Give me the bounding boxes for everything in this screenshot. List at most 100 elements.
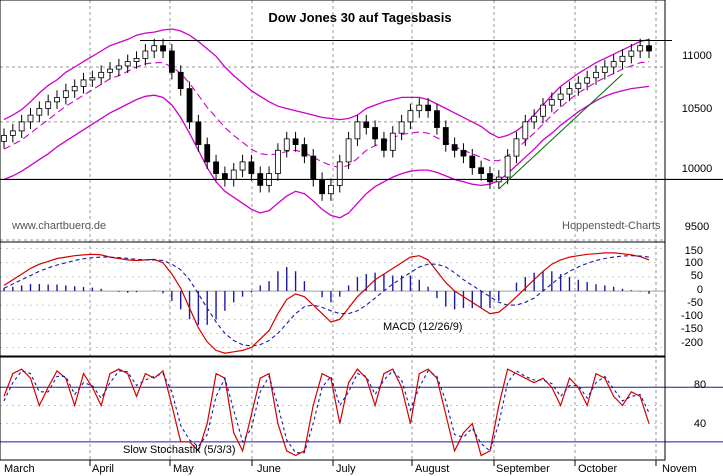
candle-body xyxy=(248,161,255,174)
candle-body xyxy=(646,45,652,52)
candle-body xyxy=(336,161,343,186)
candle-body xyxy=(301,144,308,157)
candle-body xyxy=(442,127,449,145)
candle-body xyxy=(637,45,644,52)
month-label-july: July xyxy=(336,463,356,475)
candle-body xyxy=(575,82,582,90)
macd-label: MACD (12/26/9) xyxy=(383,321,462,333)
candle-body xyxy=(584,77,591,84)
candle-body xyxy=(45,101,52,109)
stochastic-label: Slow Stochastik (5/3/3) xyxy=(123,444,236,456)
candle-body xyxy=(628,50,635,57)
candle-body xyxy=(151,45,158,52)
month-label-september: September xyxy=(496,463,550,475)
macd-tick-50: 50 xyxy=(691,270,703,282)
month-label-october: October xyxy=(578,463,617,475)
candle-body xyxy=(540,104,546,117)
chart-title: Dow Jones 30 auf Tagesbasis xyxy=(268,10,451,25)
candle-body xyxy=(168,50,175,73)
price-tick-10000: 10000 xyxy=(682,163,713,175)
candle-body xyxy=(133,58,140,63)
candle-body xyxy=(416,104,423,112)
candle-body xyxy=(204,144,211,163)
candle-body xyxy=(239,161,246,171)
candle-body xyxy=(487,173,493,183)
candle-body xyxy=(221,173,228,180)
axes xyxy=(0,0,666,466)
candle-body xyxy=(292,138,299,145)
candle-body xyxy=(610,61,617,68)
candle-body xyxy=(363,121,370,128)
candle-body xyxy=(425,104,432,112)
price-candles xyxy=(1,38,652,201)
candle-body xyxy=(407,110,414,123)
candle-body xyxy=(9,130,16,136)
source-right-label: Hoppenstedt-Charts xyxy=(562,220,661,232)
candle-body xyxy=(186,88,193,123)
source-left-label: www.chartbuero.de xyxy=(11,220,106,232)
candle-body xyxy=(142,50,149,59)
candle-body xyxy=(513,138,520,157)
candle-body xyxy=(80,79,87,87)
candle-body xyxy=(160,45,166,52)
candle-body xyxy=(531,115,538,123)
candle-body xyxy=(478,167,485,174)
stochastic-panel xyxy=(0,368,723,457)
average-line xyxy=(3,61,650,169)
candle-body xyxy=(177,71,184,90)
macd-tick-minus200: -200 xyxy=(681,337,703,349)
macd-tick-minus100: -100 xyxy=(681,310,703,322)
candle-body xyxy=(195,121,202,145)
month-label-june: June xyxy=(257,463,281,475)
candle-body xyxy=(469,155,476,169)
candle-body xyxy=(36,108,43,116)
candle-body xyxy=(213,161,219,174)
candle-body xyxy=(18,121,25,132)
candle-body xyxy=(89,77,96,81)
month-label-may: May xyxy=(173,463,194,475)
candle-body xyxy=(566,88,573,95)
price-tick-9500: 9500 xyxy=(685,221,709,233)
macd-panel xyxy=(0,248,665,354)
price-tick-10500: 10500 xyxy=(682,103,713,115)
candle-body xyxy=(54,97,60,103)
stoch-k-line xyxy=(3,368,650,457)
uptrend-line xyxy=(498,73,623,190)
macd-tick-minus150: -150 xyxy=(681,323,703,335)
macd-tick-0: 0 xyxy=(697,284,703,296)
candle-body xyxy=(328,184,334,195)
candle-body xyxy=(398,121,405,134)
candle-body xyxy=(283,138,290,151)
candle-body xyxy=(124,61,131,67)
candle-body xyxy=(27,114,34,123)
candle-body xyxy=(601,66,608,73)
candle-body xyxy=(1,135,7,142)
candle-body xyxy=(389,132,396,151)
candle-body xyxy=(548,99,555,106)
candle-body xyxy=(460,149,467,157)
stoch-tick-40: 40 xyxy=(694,418,706,430)
candle-body xyxy=(230,169,237,180)
macd-tick-100: 100 xyxy=(685,257,703,269)
macd-panel-frame xyxy=(0,241,666,357)
candle-body xyxy=(522,121,529,140)
candle-body xyxy=(504,155,511,178)
price-tick-11000: 11000 xyxy=(682,50,712,62)
month-label-march: March xyxy=(4,463,35,475)
reference-lines xyxy=(0,39,723,190)
candle-body xyxy=(71,86,78,92)
candle-body xyxy=(557,93,564,101)
lower-band-line xyxy=(3,85,650,219)
candle-body xyxy=(62,90,69,98)
candle-body xyxy=(107,68,113,73)
month-label-november: Novem xyxy=(662,463,697,475)
candle-body xyxy=(319,179,325,195)
macd-tick-150: 150 xyxy=(685,245,703,257)
candle-body xyxy=(593,71,599,79)
macd-tick-minus50: -50 xyxy=(687,297,703,309)
macd-signal-line xyxy=(3,255,650,347)
candle-body xyxy=(98,71,105,79)
month-label-august: August xyxy=(415,463,449,475)
